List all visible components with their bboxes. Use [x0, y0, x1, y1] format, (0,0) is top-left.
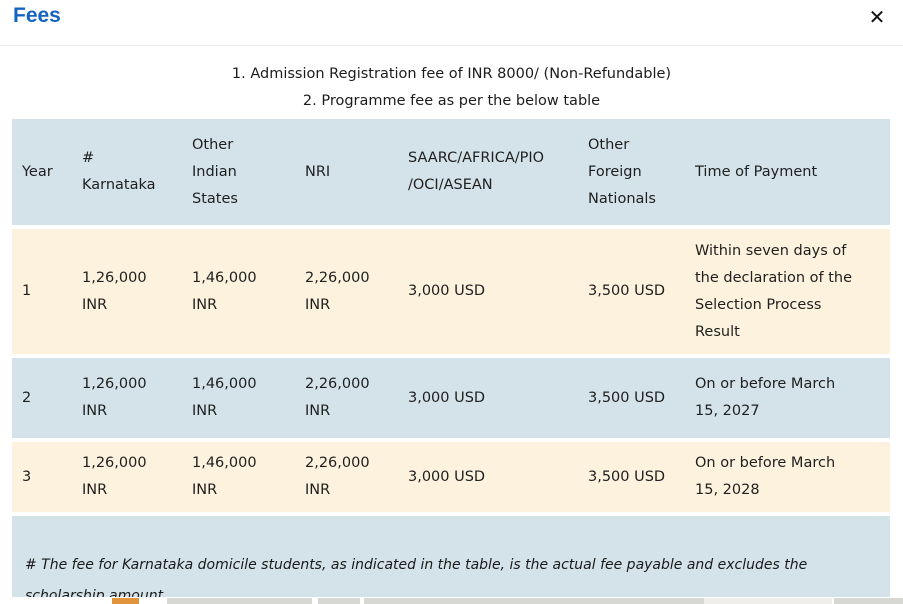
close-icon[interactable]: ✕	[862, 2, 892, 32]
modal-title: Fees	[13, 4, 61, 27]
table-row-year-1: 1 1,26,000 INR 1,46,000 INR 2,26,000 INR…	[12, 229, 890, 354]
cell-saarc-fee: 3,000 USD	[398, 442, 578, 512]
cell-karnataka-fee: 1,26,000 INR	[72, 442, 182, 512]
fees-table: Year # Karnataka Other Indian States NRI…	[12, 115, 890, 516]
fees-table-body: 1 1,26,000 INR 1,46,000 INR 2,26,000 INR…	[12, 229, 890, 512]
cell-other-indian-states-fee: 1,46,000 INR	[182, 358, 295, 438]
fees-table-wrapper: Year # Karnataka Other Indian States NRI…	[0, 115, 903, 516]
intro-line-registration-fee: 1. Admission Registration fee of INR 800…	[231, 66, 672, 82]
fees-table-header: Year # Karnataka Other Indian States NRI…	[12, 119, 890, 225]
intro-line-programme-fee: 2. Programme fee as per the below table	[302, 93, 601, 109]
intro-notes: 1. Admission Registration fee of INR 800…	[0, 46, 903, 115]
background-page-strip	[0, 597, 903, 604]
cell-saarc-fee: 3,000 USD	[398, 358, 578, 438]
background-gray-fragment	[364, 598, 704, 604]
cell-karnataka-fee: 1,26,000 INR	[72, 358, 182, 438]
cell-time-of-payment: On or before March 15, 2028	[685, 442, 890, 512]
col-header-nri: NRI	[295, 119, 398, 225]
col-header-other-indian-states: Other Indian States	[182, 119, 295, 225]
modal-header: Fees ✕	[0, 0, 903, 46]
table-row-year-3: 3 1,26,000 INR 1,46,000 INR 2,26,000 INR…	[12, 442, 890, 512]
cell-year: 1	[12, 229, 72, 354]
cell-nri-fee: 2,26,000 INR	[295, 442, 398, 512]
background-light-fragment	[704, 598, 832, 604]
cell-time-of-payment: On or before March 15, 2027	[685, 358, 890, 438]
cell-other-foreign-fee: 3,500 USD	[578, 229, 685, 354]
background-gray-fragment	[167, 598, 312, 604]
background-gray-fragment	[318, 598, 360, 604]
background-gray-fragment	[834, 598, 903, 604]
cell-time-of-payment: Within seven days of the declaration of …	[685, 229, 890, 354]
col-header-other-foreign-nationals: Other Foreign Nationals	[578, 119, 685, 225]
header-row: Year # Karnataka Other Indian States NRI…	[12, 119, 890, 225]
col-header-year: Year	[12, 119, 72, 225]
table-row-year-2: 2 1,26,000 INR 1,46,000 INR 2,26,000 INR…	[12, 358, 890, 438]
cell-other-indian-states-fee: 1,46,000 INR	[182, 229, 295, 354]
cell-nri-fee: 2,26,000 INR	[295, 358, 398, 438]
cell-nri-fee: 2,26,000 INR	[295, 229, 398, 354]
col-header-karnataka: # Karnataka	[72, 119, 182, 225]
cell-saarc-fee: 3,000 USD	[398, 229, 578, 354]
cell-year: 3	[12, 442, 72, 512]
cell-karnataka-fee: 1,26,000 INR	[72, 229, 182, 354]
col-header-saarc-africa-pio-oci-asean: SAARC/AFRICA/PIO /OCI/ASEAN	[398, 119, 578, 225]
cell-year: 2	[12, 358, 72, 438]
cell-other-indian-states-fee: 1,46,000 INR	[182, 442, 295, 512]
karnataka-fee-footnote: # The fee for Karnataka domicile student…	[12, 516, 890, 597]
col-header-time-of-payment: Time of Payment	[685, 119, 890, 225]
background-orange-fragment	[112, 598, 139, 604]
cell-other-foreign-fee: 3,500 USD	[578, 442, 685, 512]
cell-other-foreign-fee: 3,500 USD	[578, 358, 685, 438]
